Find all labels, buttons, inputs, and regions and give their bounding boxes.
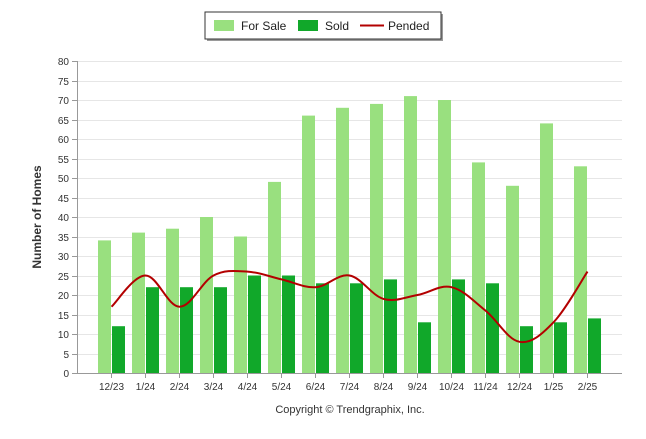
legend-label-sold: Sold (325, 19, 349, 33)
bar-for-sale (540, 123, 553, 374)
bar-sold (554, 322, 567, 373)
bar-sold (248, 275, 261, 373)
x-tick-label: 3/24 (204, 382, 224, 393)
x-tick-label: 7/24 (340, 382, 360, 393)
bar-for-sale (574, 166, 587, 373)
y-tick-label: 15 (58, 311, 70, 322)
x-tick-label: 6/24 (306, 382, 326, 393)
y-tick-label: 25 (58, 272, 70, 283)
x-axis-ticks: 12/23 1/24 2/24 3/24 4/24 5/24 6/24 7/24 8/24 9/2… (99, 373, 598, 393)
bar-sold (486, 283, 499, 373)
pended-line-path (110, 269, 589, 344)
bars (98, 96, 601, 374)
bar-for-sale (200, 217, 213, 373)
x-tick-label: 9/24 (408, 382, 428, 393)
bar-for-sale (370, 103, 383, 374)
x-tick-label: 2/25 (578, 382, 598, 393)
y-axis-label: Number of Homes (30, 165, 44, 269)
x-tick-label: 12/24 (507, 382, 532, 393)
x-tick-label: 4/24 (238, 382, 258, 393)
bar-for-sale (472, 162, 485, 373)
bar-sold (520, 326, 533, 373)
legend: For Sale Sold Pended (204, 11, 443, 41)
bar-for-sale (404, 96, 417, 373)
y-tick-label: 45 (58, 194, 70, 205)
y-tick-label: 55 (58, 155, 70, 166)
bar-sold (588, 318, 601, 373)
bar-sold (350, 283, 363, 373)
bar-sold (112, 326, 125, 373)
y-tick-label: 5 (63, 350, 69, 361)
x-tick-label: 5/24 (272, 382, 292, 393)
bar-sold (180, 287, 193, 373)
bar-sold (452, 279, 465, 373)
y-tick-label: 40 (58, 213, 70, 224)
bar-sold (316, 283, 329, 373)
y-tick-label: 70 (58, 96, 70, 107)
bar-for-sale (132, 232, 145, 373)
y-axis-ticks: 0 5 10 15 20 25 30 35 40 45 50 55 60 65 70 75 80 (58, 57, 70, 380)
bar-for-sale (506, 185, 519, 373)
bar-sold (282, 275, 295, 373)
x-tick-label: 2/24 (170, 382, 190, 393)
bar-sold (418, 322, 431, 373)
legend-label-for-sale: For Sale (241, 19, 287, 33)
x-tick-label: 11/24 (473, 382, 498, 393)
bar-for-sale (234, 236, 247, 373)
y-tick-label: 0 (63, 369, 69, 380)
bar-sold (214, 287, 227, 373)
legend-box (204, 11, 442, 40)
bar-for-sale (98, 240, 111, 373)
legend-label-pended: Pended (388, 19, 429, 33)
y-tick-label: 65 (58, 116, 70, 127)
legend-swatch-sold (298, 20, 318, 31)
x-tick-label: 10/24 (439, 382, 464, 393)
bar-sold (384, 279, 397, 373)
footer-copyright: Copyright © Trendgraphix, Inc. (275, 404, 424, 416)
y-tick-label: 60 (58, 135, 70, 146)
bar-sold (146, 287, 159, 373)
bar-for-sale (336, 107, 349, 374)
y-tick-label: 80 (58, 57, 70, 68)
y-tick-label: 35 (58, 233, 70, 244)
x-tick-label: 1/25 (544, 382, 564, 393)
x-tick-label: 8/24 (374, 382, 394, 393)
x-tick-label: 1/24 (136, 382, 156, 393)
bar-for-sale (166, 228, 179, 373)
legend-swatch-for-sale (214, 20, 234, 31)
y-tick-label: 50 (58, 174, 70, 185)
y-tick-label: 20 (58, 291, 70, 302)
x-tick-label: 12/23 (99, 382, 124, 393)
y-tick-label: 75 (58, 77, 70, 88)
y-tick-label: 10 (58, 330, 70, 341)
bar-for-sale (438, 100, 451, 373)
pended-line (110, 269, 589, 344)
y-tick-label: 30 (58, 252, 70, 263)
bar-for-sale (302, 115, 315, 373)
